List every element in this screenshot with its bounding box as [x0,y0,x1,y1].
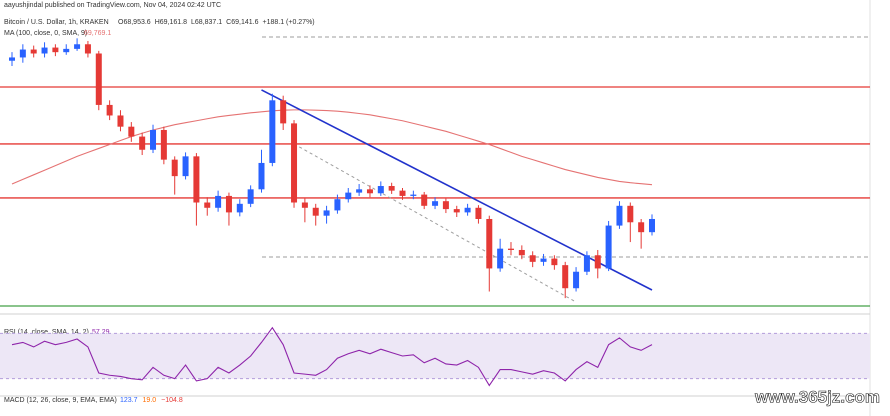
candle-body [269,100,276,163]
candle-body [464,207,471,213]
candle-body [475,207,482,219]
ohlc-legend: O68,953.6 [118,19,151,26]
price-pane [0,36,870,307]
candle-body [301,202,308,208]
ohlc-legend: H69,161.8 [155,19,187,26]
macd-value: −104.8 [161,397,183,404]
candle-body [616,205,623,226]
macd-value: 19.0 [143,397,157,404]
candle-body [486,218,493,269]
candle-body [150,129,157,150]
candle-body [442,201,449,210]
candle-body [562,265,569,289]
candle-body [627,205,634,223]
ohlc-legend: +188.1 (+0.27%) [262,19,314,26]
candle-body [236,203,243,213]
macd-label: MACD (12, 26, close, 9, EMA, EMA) [4,397,117,404]
candle-body [204,202,211,208]
ohlc-legend: C69,141.6 [226,19,258,26]
candle-body [649,218,655,233]
candle-body [291,123,298,203]
candle-body [583,255,590,272]
candle-body [182,156,189,177]
candle-body [30,49,37,54]
candle-body [225,195,232,213]
candle-body [160,129,167,160]
ma-line [11,109,653,186]
candle-body [453,209,460,213]
candle-body [52,47,59,53]
ma-value: 69,769.1 [84,30,111,37]
candle-body [529,255,536,262]
candle-body [193,156,200,203]
candle-body [84,44,91,54]
candle-body [9,57,15,61]
candle-body [432,201,439,206]
candle-body [594,255,601,269]
candle-body [410,194,417,196]
candle-body [518,249,525,256]
candle-body [399,190,406,196]
candle-body [638,222,645,233]
candle-body [388,186,395,191]
candle-body [106,104,113,116]
candle-body [74,44,81,49]
candle-body [323,210,330,216]
candle-body [63,48,70,53]
candle-body [139,136,146,150]
candle-body [171,159,178,177]
candle-body [312,207,319,216]
watermark: www.365jz.com [754,387,880,406]
publisher: aayushjindal published on TradingView.co… [4,2,221,9]
macd-value: 123.7 [120,397,138,404]
candle-body [280,100,287,124]
candle-body [551,258,558,266]
candle-body [421,194,428,206]
candle-body [95,53,102,105]
ohlc-legend: L68,837.1 [191,19,222,26]
candle-body [334,199,341,211]
candle-body [345,192,352,200]
candle-body [247,189,254,204]
candle-body [258,162,265,190]
candle-body [215,195,222,208]
candle-body [540,258,547,262]
candle-body [366,189,373,194]
chart-title: Bitcoin / U.S. Dollar, 1h, KRAKEN [4,19,109,26]
candle-body [573,271,580,289]
rsi-value: 57.29 [92,329,110,336]
candle-body [117,115,124,127]
candle-body [497,248,504,269]
candle-body [356,189,363,193]
rsi-band [0,333,870,379]
candle-body [19,49,26,58]
ma-label: MA (100, close, 0, SMA, 9) [4,30,87,37]
rsi-label: RSI (14, close, SMA, 14, 2) [4,329,89,336]
candle-body [128,126,135,137]
candle-body [41,47,48,54]
rsi-line [11,326,653,387]
candle-body [605,225,612,269]
candle-body [377,186,384,194]
candle-body [507,248,514,250]
